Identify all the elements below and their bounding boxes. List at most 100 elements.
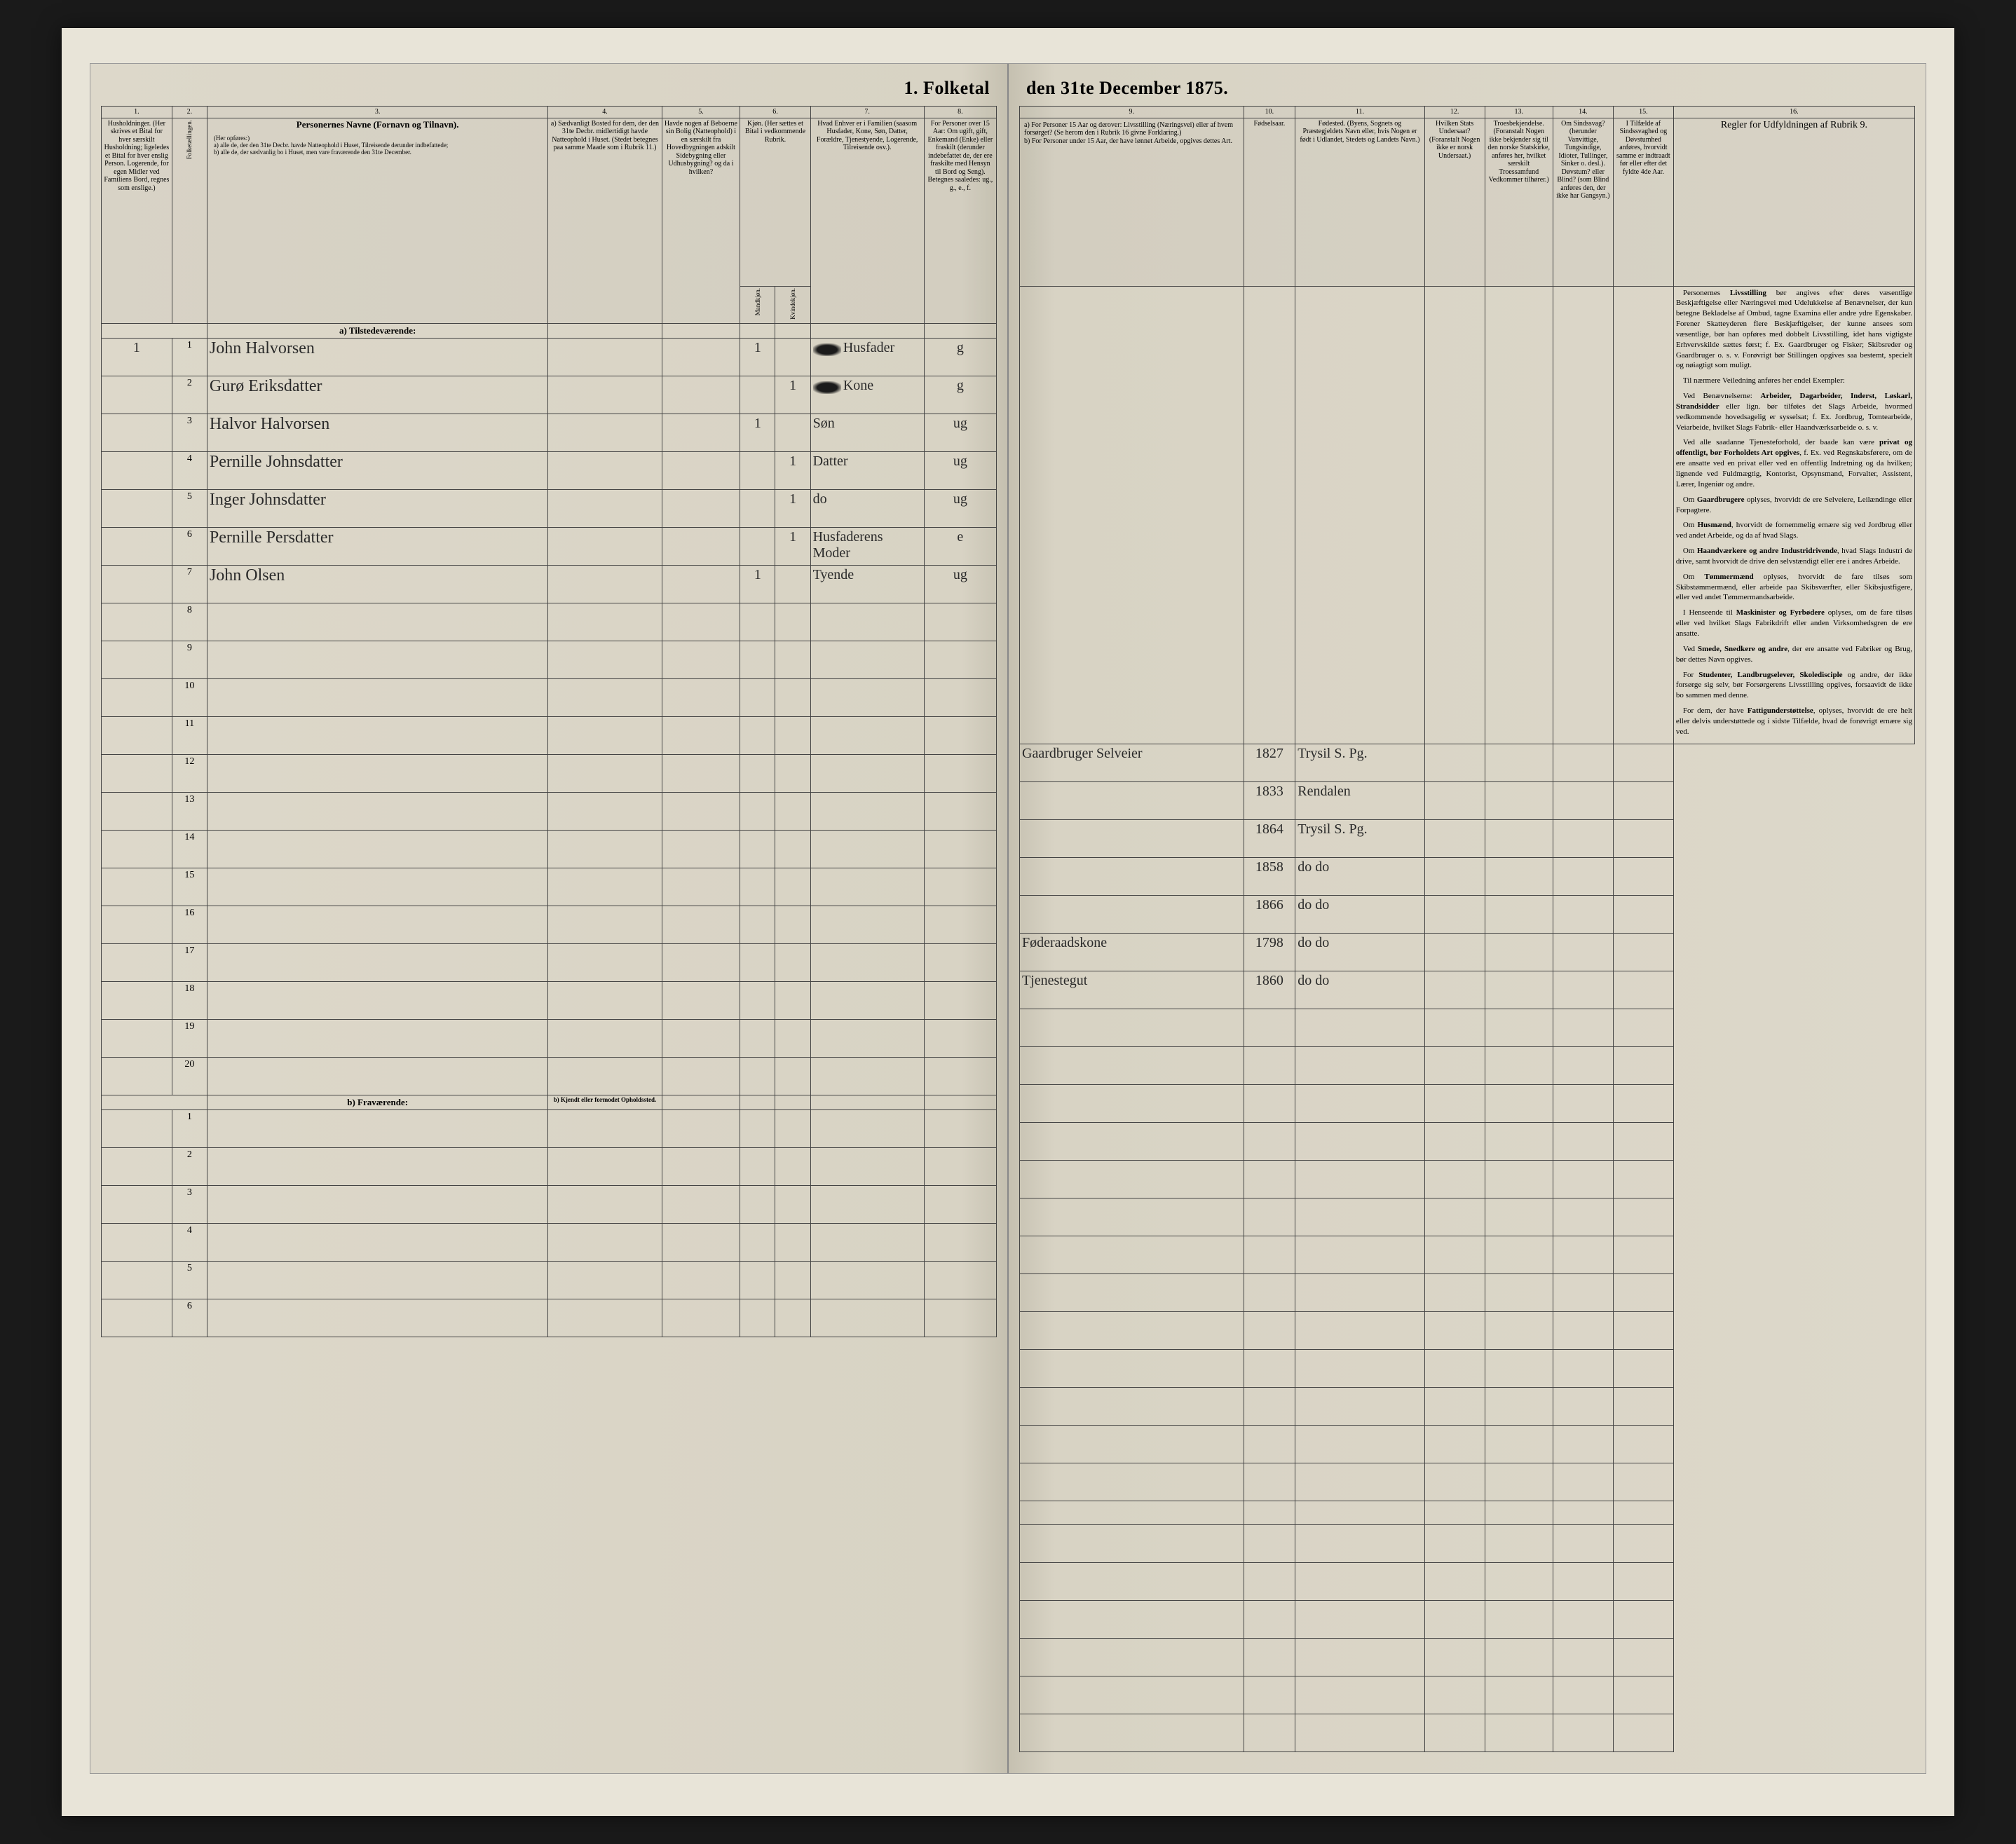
table-row: 3 Halvor Halvorsen 1 Søn ug [102, 414, 997, 451]
table-row: 6 [102, 1299, 997, 1337]
table-row [1020, 1160, 1915, 1198]
colnum-7: 7. [810, 107, 924, 118]
hdr-c12: Hvilken Stats Undersaat? (Foranstalt Nog… [1424, 118, 1485, 286]
table-row [1020, 1046, 1915, 1084]
table-row [1020, 1463, 1915, 1501]
table-row [1020, 1122, 1915, 1160]
photo-frame: 1. Folketal 1. 2. 3. 4. 5. 6. 7. 8. Hush… [62, 28, 1954, 1816]
hdr-c2: Folketællingen. [172, 118, 207, 323]
right-page: den 31te December 1875. 9. 10. 11. 12. 1… [1009, 64, 1926, 1773]
table-row: 9 [102, 641, 997, 678]
table-row: 6 Pernille Persdatter 1 Husfaderens Mode… [102, 527, 997, 565]
hdr-c6a: Mandkjøn. [740, 286, 775, 323]
hdr-c5: Havde nogen af Beboerne sin Bolig (Natte… [662, 118, 740, 323]
header-text-row: Husholdninger. (Her skrives et Bital for… [102, 118, 997, 286]
colnum-9: 9. [1020, 107, 1244, 118]
table-row [1020, 1236, 1915, 1273]
table-row [1020, 1273, 1915, 1311]
table-row: 1 [102, 1109, 997, 1147]
colnum-11: 11. [1295, 107, 1424, 118]
rules-text: Personernes Livsstilling bør angives eft… [1673, 286, 1914, 744]
hdr-c6: Kjøn. (Her sættes et Bital i vedkommende… [740, 118, 810, 286]
table-row: 1866 do do [1020, 895, 1915, 933]
colnum-row-right: 9. 10. 11. 12. 13. 14. 15. 16. [1020, 107, 1915, 118]
table-row: 1858 do do [1020, 857, 1915, 895]
table-row [1020, 1676, 1915, 1714]
rules-paragraph: Om Husmænd, hvorvidt de fornemmelig ernæ… [1676, 520, 1912, 541]
table-row [1020, 1387, 1915, 1425]
rules-paragraph: Personernes Livsstilling bør angives eft… [1676, 288, 1912, 371]
colnum-12: 12. [1424, 107, 1485, 118]
rules-paragraph: Ved Benævnelserne: Arbeider, Dagarbeider… [1676, 391, 1912, 432]
rules-paragraph: Om Haandværkere og andre Industridrivend… [1676, 546, 1912, 567]
rules-paragraph: I Henseende til Maskinister og Fyrbødere… [1676, 608, 1912, 639]
hdr-c4: a) Sædvanligt Bosted for dem, der den 31… [548, 118, 662, 323]
colnum-2: 2. [172, 107, 207, 118]
table-row: 1833 Rendalen [1020, 781, 1915, 819]
colnum-4: 4. [548, 107, 662, 118]
table-row: 5 Inger Johnsdatter 1 do ug [102, 489, 997, 527]
table-row: 11 [102, 716, 997, 754]
table-row: 19 [102, 1019, 997, 1057]
ledger-table-left: 1. 2. 3. 4. 5. 6. 7. 8. Husholdninger. (… [101, 106, 997, 1337]
rules-paragraph: Til nærmere Veiledning anføres her endel… [1676, 376, 1912, 386]
section-present-label: a) Tilstedeværende: [207, 323, 547, 338]
table-row: 18 [102, 981, 997, 1019]
table-row: 20 [102, 1057, 997, 1095]
table-row: 10 [102, 678, 997, 716]
table-row: 7 John Olsen 1 Tyende ug [102, 565, 997, 603]
hdr-c14: Om Sindssvag? (herunder Vanvittige, Tung… [1553, 118, 1613, 286]
colnum-8: 8. [924, 107, 996, 118]
section-present-row: a) Tilstedeværende: [102, 323, 997, 338]
table-row: 4 Pernille Johnsdatter 1 Datter ug [102, 451, 997, 489]
hdr-c1: Husholdninger. (Her skrives et Bital for… [102, 118, 172, 323]
table-row: Gaardbruger Selveier 1827 Trysil S. Pg. [1020, 744, 1915, 781]
colnum-6: 6. [740, 107, 810, 118]
hdr-c15: I Tilfælde af Sindssvaghed og Døvstumhed… [1613, 118, 1673, 286]
table-row: 8 [102, 603, 997, 641]
hdr-c13: Troesbekjendelse. (Foranstalt Nogen ikke… [1485, 118, 1553, 286]
rules-paragraph: Ved Smede, Snedkere og andre, der ere an… [1676, 644, 1912, 665]
hdr-c3: Personernes Navne (Fornavn og Tilnavn). … [207, 118, 547, 323]
hdr-c10: Fødselsaar. [1244, 118, 1295, 286]
table-row [1020, 1349, 1915, 1387]
table-row [1020, 1009, 1915, 1046]
title-right: den 31te December 1875. [1019, 78, 1915, 99]
table-row [1020, 1562, 1915, 1600]
table-row: 12 [102, 754, 997, 792]
ledger-table-right: 9. 10. 11. 12. 13. 14. 15. 16. a) For Pe… [1019, 106, 1915, 1752]
section-absent-row: b) Fraværende: b) Kjendt eller formodet … [102, 1095, 997, 1109]
colnum-row: 1. 2. 3. 4. 5. 6. 7. 8. [102, 107, 997, 118]
table-row: 2 Gurø Eriksdatter 1 Kone g [102, 376, 997, 414]
hdr-c6b: Kvindekjøn. [775, 286, 810, 323]
hdr-c16: Regler for Udfyldningen af Rubrik 9. [1673, 118, 1914, 286]
table-row [1020, 1524, 1915, 1562]
table-row: 1 1 John Halvorsen 1 Husfader g [102, 338, 997, 376]
colnum-13: 13. [1485, 107, 1553, 118]
table-row [1020, 1311, 1915, 1349]
rules-paragraph: For dem, der have Fattigunderstøttelse, … [1676, 706, 1912, 737]
colnum-16: 16. [1673, 107, 1914, 118]
table-row: Føderaadskone 1798 do do [1020, 933, 1915, 971]
table-row: Tjenestegut 1860 do do [1020, 971, 1915, 1009]
colnum-15: 15. [1613, 107, 1673, 118]
left-page: 1. Folketal 1. 2. 3. 4. 5. 6. 7. 8. Hush… [90, 64, 1009, 1773]
table-row: 5 [102, 1261, 997, 1299]
spacer-absent-right [1020, 1501, 1915, 1524]
rules-paragraph: Om Gaardbrugere oplyses, hvorvidt de ere… [1676, 495, 1912, 516]
table-row: 16 [102, 906, 997, 943]
section-absent-label: b) Fraværende: [207, 1095, 547, 1109]
hdr-c11: Fødested. (Byens, Sognets og Præstegjeld… [1295, 118, 1424, 286]
table-row: 15 [102, 868, 997, 906]
table-row [1020, 1600, 1915, 1638]
colnum-1: 1. [102, 107, 172, 118]
rules-paragraph: For Studenter, Landbrugselever, Skoledis… [1676, 670, 1912, 702]
title-left: 1. Folketal [101, 78, 997, 99]
absent-c4-label: b) Kjendt eller formodet Opholdssted. [548, 1095, 662, 1109]
table-row [1020, 1084, 1915, 1122]
table-row: 3 [102, 1185, 997, 1223]
colnum-3: 3. [207, 107, 547, 118]
rules-paragraph: Om Tømmermænd oplyses, hvorvidt de fare … [1676, 572, 1912, 603]
colnum-14: 14. [1553, 107, 1613, 118]
spacer-row-right: Personernes Livsstilling bør angives eft… [1020, 286, 1915, 744]
